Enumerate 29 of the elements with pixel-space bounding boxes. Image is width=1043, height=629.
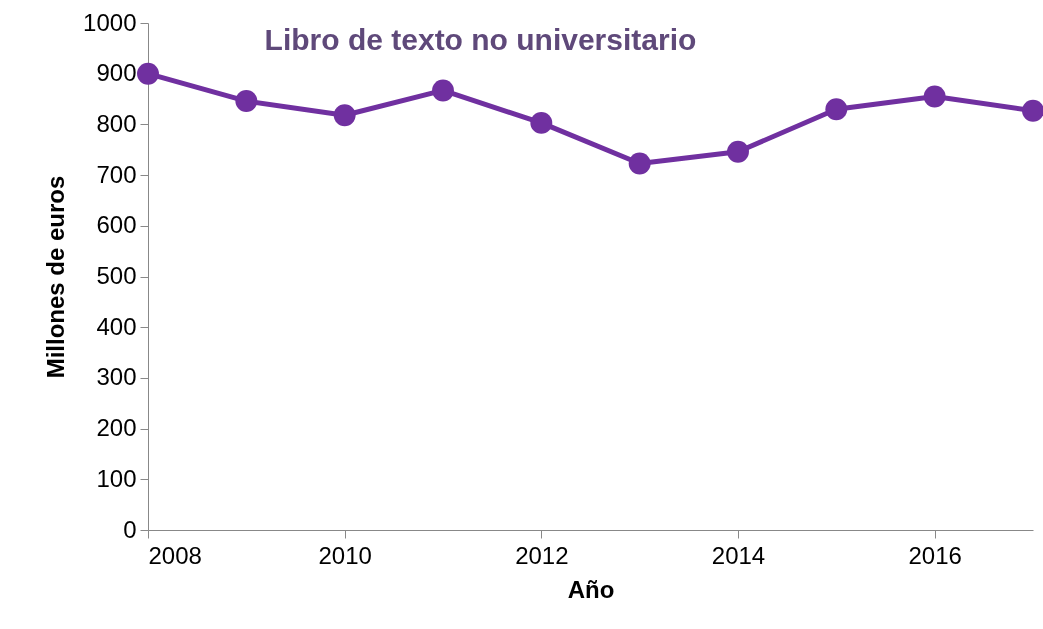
point (530, 111, 553, 134)
y-tick-label: 300 (96, 363, 137, 391)
x-tick-label: 2010 (318, 541, 372, 569)
y-tick-label: 800 (96, 109, 137, 137)
x-axis-title: Año (567, 575, 615, 603)
y-tick-label: 900 (96, 59, 137, 87)
y-tick-label: 1000 (83, 8, 137, 36)
x-tick-label: 2014 (711, 541, 766, 569)
y-tick-label: 700 (96, 160, 137, 188)
point (727, 140, 749, 163)
y-tick-label: 200 (96, 414, 137, 442)
x-tick-label: 2008 (148, 541, 202, 569)
y-tick-label: 600 (96, 211, 137, 239)
y-tick-label: 500 (96, 262, 137, 289)
point (432, 79, 454, 102)
y-tick-label: 400 (96, 312, 137, 340)
chart-title: Libro de texto no universitario (264, 23, 697, 56)
point (923, 85, 946, 108)
point (333, 104, 356, 127)
point (1022, 99, 1043, 122)
x-tick-label: 2012 (515, 541, 569, 569)
point (235, 90, 258, 113)
point (628, 152, 651, 175)
y-axis-title: Millones de euros (42, 175, 70, 379)
y-tick-label: 100 (96, 464, 137, 492)
y-tick-label: 0 (123, 515, 137, 543)
x-tick-label: 2016 (908, 541, 962, 569)
point (137, 62, 159, 85)
point (825, 98, 848, 121)
